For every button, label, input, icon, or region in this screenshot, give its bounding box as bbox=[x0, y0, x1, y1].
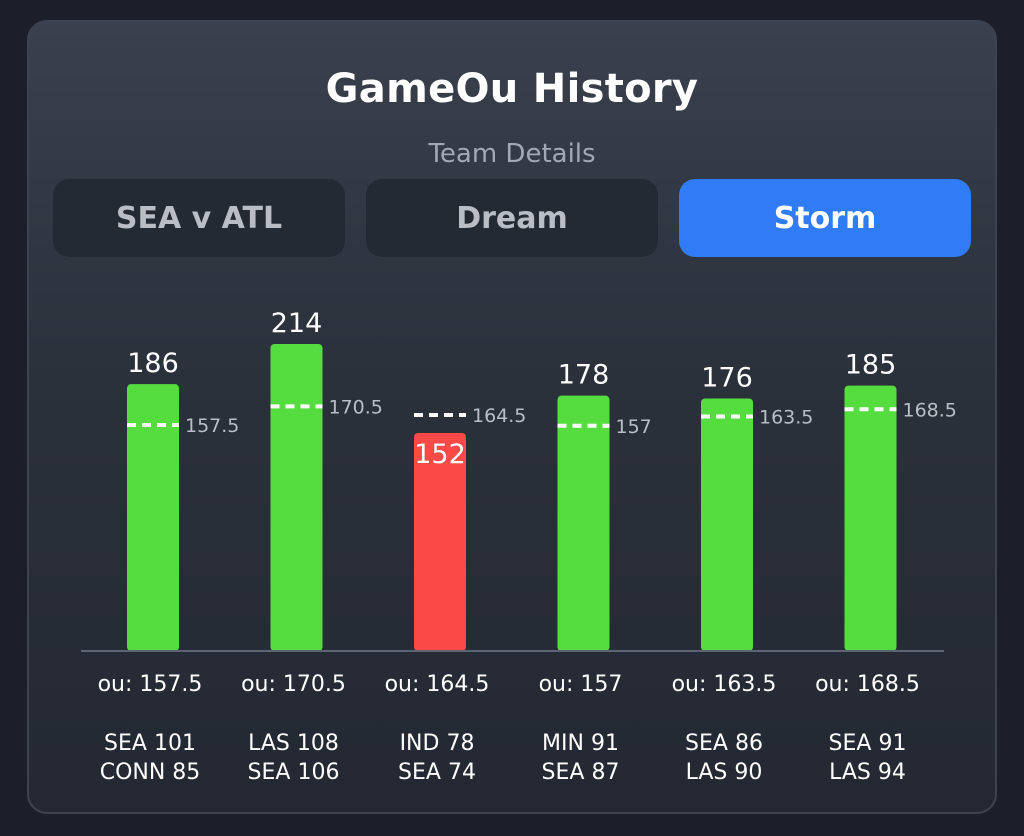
tick-label: SEA 91 bbox=[829, 731, 907, 756]
data-label: 176 bbox=[701, 363, 753, 394]
page-subtitle: Team Details bbox=[428, 139, 596, 169]
tick-label: IND 78 bbox=[400, 731, 475, 756]
bar bbox=[844, 385, 897, 651]
ou-line-label: 170.5 bbox=[329, 396, 383, 418]
bar bbox=[701, 398, 753, 651]
tick-label: SEA 86 bbox=[685, 731, 763, 756]
bar bbox=[127, 384, 179, 651]
data-label: 214 bbox=[271, 308, 323, 339]
tick-label: MIN 91 bbox=[542, 731, 619, 756]
data-label: 186 bbox=[127, 348, 179, 379]
tab-dream[interactable]: Dream bbox=[366, 179, 658, 257]
bar bbox=[270, 344, 323, 651]
tick-label: LAS 94 bbox=[829, 760, 906, 785]
tick-label: SEA 87 bbox=[542, 760, 620, 785]
tick-label: ou: 168.5 bbox=[815, 672, 920, 697]
page-title: GameOu History bbox=[325, 66, 699, 112]
data-label: 185 bbox=[845, 350, 897, 381]
ou-line-label: 163.5 bbox=[759, 406, 813, 428]
tick-label: CONN 85 bbox=[100, 760, 201, 785]
tick-label: ou: 157.5 bbox=[98, 672, 203, 697]
tick-label: SEA 101 bbox=[104, 731, 196, 756]
ou-line-label: 164.5 bbox=[472, 405, 526, 427]
bar bbox=[557, 395, 610, 651]
data-label: 152 bbox=[414, 439, 466, 470]
tab-matchup[interactable]: SEA v ATL bbox=[53, 179, 345, 257]
tick-label: ou: 163.5 bbox=[672, 672, 777, 697]
tick-label: SEA 74 bbox=[398, 760, 476, 785]
tick-label: ou: 157 bbox=[539, 672, 623, 697]
ou-line-label: 157.5 bbox=[185, 415, 239, 437]
bar bbox=[414, 432, 466, 651]
tick-label: ou: 164.5 bbox=[385, 672, 490, 697]
ou-line-label: 157 bbox=[616, 416, 652, 438]
tick-label: LAS 90 bbox=[686, 760, 763, 785]
history-card: GameOu History Team Details bbox=[27, 20, 997, 814]
tab-storm[interactable]: Storm bbox=[679, 179, 971, 257]
tick-label: LAS 108 bbox=[248, 731, 339, 756]
tick-label: ou: 170.5 bbox=[241, 672, 346, 697]
team-tabs: SEA v ATL Dream Storm bbox=[53, 179, 971, 257]
data-label: 178 bbox=[558, 360, 610, 391]
ou-line-label: 168.5 bbox=[903, 399, 957, 421]
tick-label: SEA 106 bbox=[248, 760, 340, 785]
